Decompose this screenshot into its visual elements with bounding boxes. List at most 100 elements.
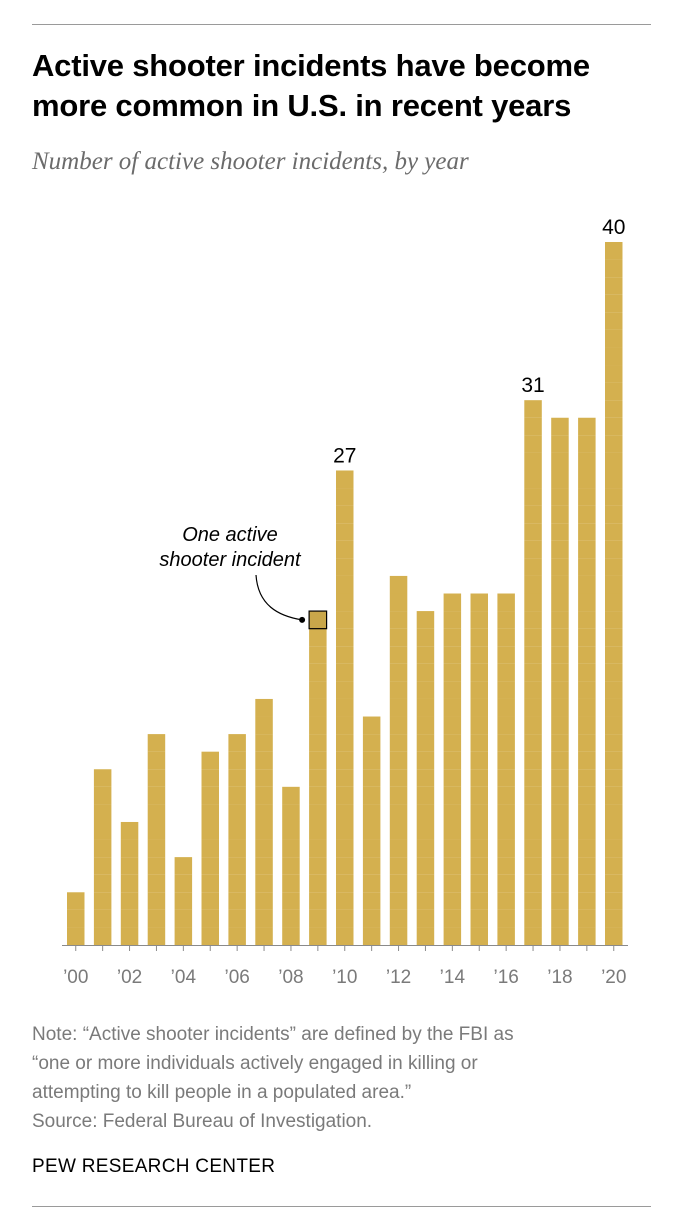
unit-square (147, 909, 166, 928)
bar-2019 (578, 417, 596, 946)
unit-square (93, 786, 112, 805)
unit-square (497, 857, 515, 875)
unit-square (470, 663, 488, 682)
unit-square (578, 435, 596, 453)
unit-square (147, 734, 166, 752)
unit-square (336, 681, 354, 699)
unit-square (255, 734, 273, 752)
unit-square (524, 909, 542, 928)
unit-square (255, 716, 273, 735)
unit-square (605, 435, 623, 453)
bar-2000 (67, 892, 85, 946)
unit-square (605, 277, 623, 295)
unit-square (416, 663, 435, 682)
unit-square (470, 734, 488, 752)
unit-square (605, 628, 623, 647)
unit-square (524, 488, 542, 506)
unit-square (255, 857, 273, 875)
unit-square (309, 646, 327, 664)
unit-square (470, 593, 488, 612)
x-tick-label: ’16 (493, 967, 518, 988)
unit-square (120, 839, 139, 858)
unit-square (282, 804, 300, 822)
unit-square (551, 540, 569, 559)
unit-square (578, 927, 596, 946)
unit-square (416, 839, 435, 858)
unit-square (605, 734, 623, 752)
chart-title: Active shooter incidents have become mor… (32, 48, 590, 123)
x-tick-label: ’18 (547, 967, 572, 988)
unit-square (497, 892, 515, 910)
unit-square (443, 786, 462, 805)
unit-square (578, 698, 596, 717)
unit-square (524, 698, 542, 717)
highlighted-unit-square (308, 610, 328, 630)
bar-2003 (147, 734, 166, 946)
unit-square (120, 821, 139, 840)
unit-square (443, 734, 462, 752)
unit-square (443, 874, 462, 893)
data-label-2020: 40 (602, 216, 625, 239)
unit-square (605, 927, 623, 946)
unit-square (255, 927, 273, 946)
unit-square (416, 892, 435, 910)
unit-square (362, 786, 381, 805)
unit-square (389, 821, 408, 840)
unit-square (201, 892, 219, 910)
unit-square (605, 400, 623, 418)
unit-square (551, 452, 569, 471)
unit-square (228, 909, 246, 928)
source-line: Source: Federal Bureau of Investigation. (32, 1111, 373, 1132)
chart-note: Note: “Active shooter incidents” are def… (32, 1020, 652, 1136)
brand-name: PEW RESEARCH CENTER (32, 1156, 276, 1177)
unit-square (389, 611, 408, 629)
unit-square (389, 874, 408, 893)
chart-area: 27 31 40 ’00 ’02 ’04 ’06 ’08 ’10 ’12 ’14 ’16 ’18 ’20 O… (62, 216, 628, 988)
unit-square (120, 909, 139, 928)
unit-square (336, 839, 354, 858)
unit-square (524, 857, 542, 875)
unit-square (524, 646, 542, 664)
unit-square (470, 786, 488, 805)
unit-square (497, 769, 515, 787)
unit-square (443, 892, 462, 910)
unit-square (416, 698, 435, 717)
unit-square (389, 909, 408, 928)
unit-square (605, 505, 623, 524)
x-tick-label: ’10 (332, 967, 357, 988)
chart-subtitle: Number of active shooter incidents, by y… (32, 148, 469, 175)
unit-square (389, 663, 408, 682)
unit-square (147, 892, 166, 910)
unit-square (443, 698, 462, 717)
unit-square (524, 751, 542, 770)
x-tick-label: ’20 (601, 967, 626, 988)
unit-square (524, 470, 542, 489)
unit-square (228, 751, 246, 770)
unit-square (443, 681, 462, 699)
top-rule (32, 24, 651, 25)
unit-square (228, 857, 246, 875)
unit-square (336, 628, 354, 647)
unit-square (605, 452, 623, 471)
unit-square (336, 786, 354, 805)
unit-square (578, 909, 596, 928)
unit-square (524, 663, 542, 682)
unit-square (524, 575, 542, 594)
unit-square (605, 857, 623, 875)
unit-square (336, 558, 354, 576)
unit-square (578, 593, 596, 612)
unit-square (228, 734, 246, 752)
unit-square (389, 646, 408, 664)
annotation-dot (299, 616, 306, 623)
unit-square (93, 804, 112, 822)
unit-square (470, 611, 488, 629)
unit-square (551, 909, 569, 928)
unit-square (497, 821, 515, 840)
unit-square (416, 786, 435, 805)
unit-square (309, 734, 327, 752)
unit-square (228, 769, 246, 787)
unit-square (551, 505, 569, 524)
unit-square (497, 734, 515, 752)
unit-square (309, 804, 327, 822)
unit-square (416, 821, 435, 840)
